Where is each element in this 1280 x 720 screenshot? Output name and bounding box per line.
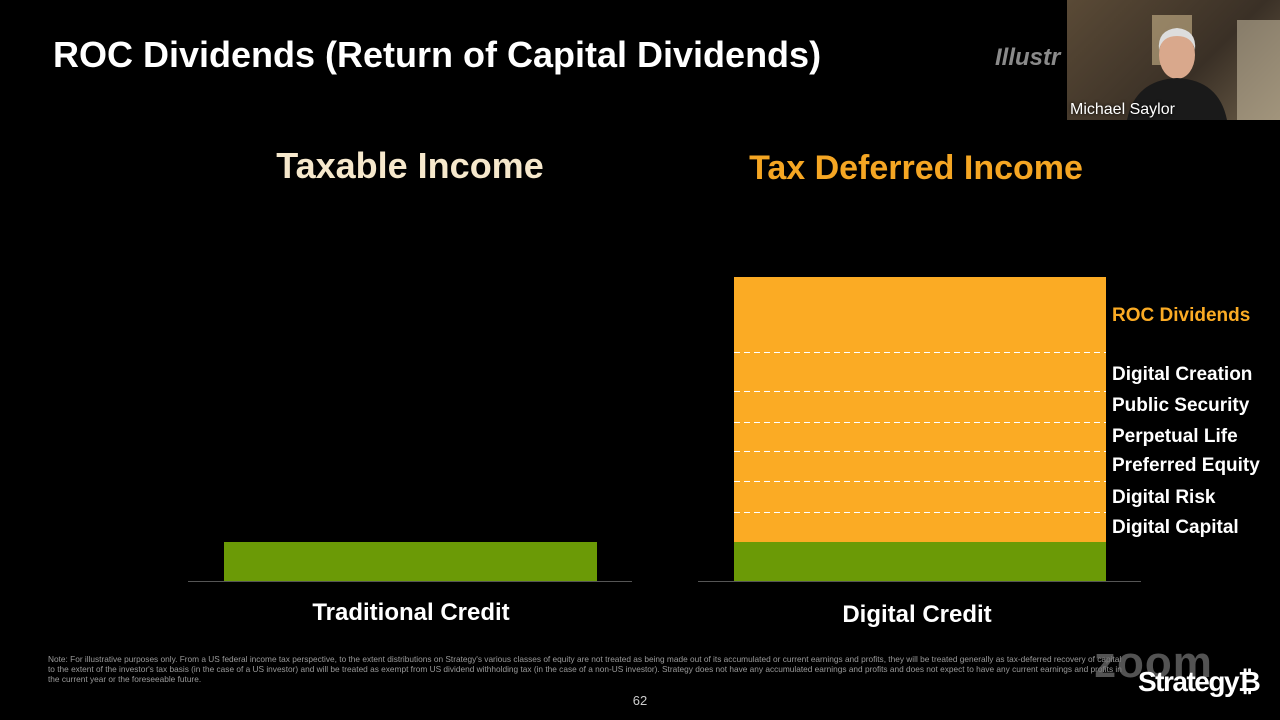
slide-title: ROC Dividends (Return of Capital Dividen… (53, 34, 822, 75)
right-heading: Tax Deferred Income (749, 149, 1083, 187)
layer-label: Digital Capital (1112, 517, 1239, 538)
layer-label: Digital Risk (1112, 487, 1216, 508)
webcam-scene (1127, 15, 1280, 120)
footnote: Note: For illustrative purposes only. Fr… (48, 654, 1122, 684)
layer-label: Digital Creation (1112, 364, 1253, 385)
layer-label: Perpetual Life (1112, 426, 1238, 447)
layer-label: ROC Dividends (1112, 305, 1251, 326)
layer-label: Public Security (1112, 395, 1250, 416)
webcam-video[interactable] (1067, 0, 1280, 120)
zoom-watermark: zoom (1094, 638, 1213, 687)
illustrative-tag: Illustr (995, 44, 1061, 71)
orange-bar (734, 277, 1106, 542)
participant-name: Michael Saylor (1070, 101, 1175, 118)
page-number: 62 (632, 693, 648, 708)
green-bar (224, 542, 597, 581)
dividers (734, 352, 1106, 513)
green-bar (734, 542, 1106, 581)
left-label: Traditional Credit (312, 599, 510, 626)
right-label: Digital Credit (842, 601, 992, 628)
brand-logo: Strategy₿ (1138, 666, 1261, 697)
layer-label: Preferred Equity (1112, 455, 1260, 476)
left-heading: Taxable Income (276, 145, 544, 186)
